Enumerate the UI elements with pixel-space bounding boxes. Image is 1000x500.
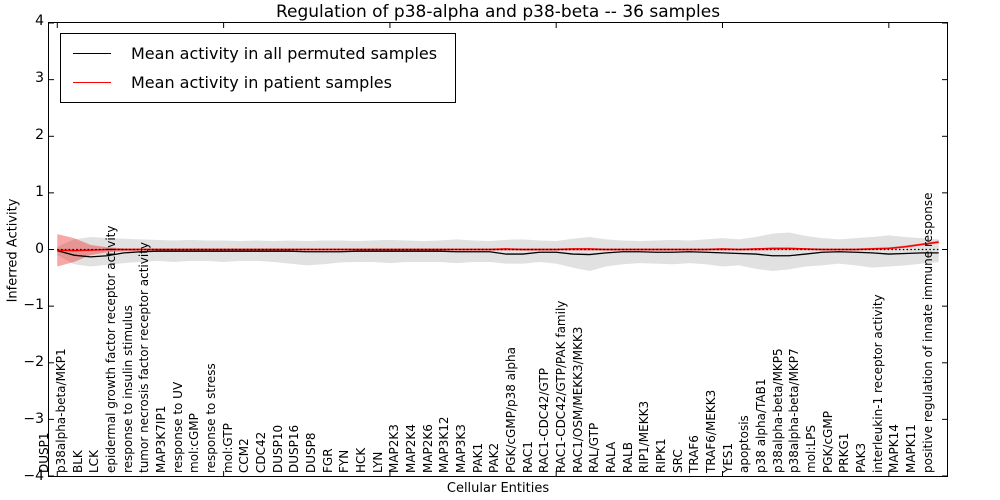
x-tick-label: tumor necrosis factor receptor activity xyxy=(137,242,152,473)
y-tick-label: −3 xyxy=(23,411,44,428)
x-tick-label: PAK3 xyxy=(854,442,868,473)
x-axis-label: Cellular Entities xyxy=(446,481,550,496)
x-tick-label: p38alpha-beta/MKP7 xyxy=(787,348,802,473)
x-tick-label: DUSP8 xyxy=(304,432,318,473)
x-tick-label: YES1 xyxy=(720,442,735,473)
legend-label-permuted: Mean activity in all permuted samples xyxy=(131,44,438,63)
x-tick-label: RAC1-CDC42/GTP xyxy=(537,368,552,473)
x-tick-label: RAC1/OSM/MEKK3/MKK3 xyxy=(570,326,585,473)
legend-item-patient: Mean activity in patient samples xyxy=(73,68,437,97)
y-tick-label: 0 xyxy=(35,240,44,257)
x-tick-label: FYN xyxy=(337,449,352,473)
y-tick-label: 3 xyxy=(35,69,44,86)
x-tick-label: response to stress xyxy=(204,363,218,473)
permuted-mean-line xyxy=(57,249,939,258)
legend: Mean activity in all permuted samples Me… xyxy=(60,33,457,103)
x-tick-label: MAP3K12 xyxy=(437,416,452,473)
x-tick-label: CDC42 xyxy=(254,431,268,473)
x-tick-label: MAP3K3 xyxy=(454,424,468,473)
y-tick-label: −2 xyxy=(23,354,44,371)
x-tick-label: p38 alpha/TAB1 xyxy=(754,378,768,473)
x-tick-label: p38alpha-beta/MKP5 xyxy=(770,348,785,473)
x-tick-label: RAL/GTP xyxy=(587,422,602,473)
chart-title: Regulation of p38-alpha and p38-beta -- … xyxy=(275,2,721,22)
x-tick-label: HCK xyxy=(354,447,368,473)
y-tick-label: −4 xyxy=(23,468,44,484)
x-tick-label: CCM2 xyxy=(237,438,252,473)
patient-range-band xyxy=(57,234,939,267)
x-tick-label: RAC1 xyxy=(520,441,535,473)
x-tick-label: PAK2 xyxy=(487,442,502,473)
x-tick-label: mol:cGMP xyxy=(187,413,202,473)
legend-item-permuted: Mean activity in all permuted samples xyxy=(73,39,437,68)
y-tick-label: 1 xyxy=(35,183,44,200)
x-tick-label: PGK/cGMP/p38 alpha xyxy=(504,347,518,473)
x-tick-label: epidermal growth factor receptor activit… xyxy=(104,225,118,473)
x-tick-label: RALA xyxy=(604,441,618,473)
x-tick-label: p38alpha-beta/MKP1 xyxy=(54,348,68,473)
x-tick-label: TRAF6 xyxy=(687,435,702,473)
x-tick-label: RIPK1 xyxy=(654,438,668,473)
x-tick-label: DUSP16 xyxy=(287,424,302,473)
x-tick-label: PGK/cGMP xyxy=(820,411,835,473)
plot-canvas xyxy=(49,23,947,476)
x-tick-label: LYN xyxy=(370,451,385,473)
x-tick-label: MAP2K6 xyxy=(420,424,435,473)
x-tick-label: RAC1-CDC42/GTP/PAK family xyxy=(554,300,568,473)
x-tick-label: DUSP10 xyxy=(270,424,285,473)
x-tick-label: response to UV xyxy=(170,381,185,473)
x-tick-label: MAP2K4 xyxy=(404,424,418,473)
x-tick-label: response to insulin stimulus xyxy=(120,305,135,473)
x-tick-label: MAPK14 xyxy=(887,424,902,473)
x-tick-label: DUSP1 xyxy=(37,432,52,473)
x-tick-label: BLK xyxy=(70,450,85,473)
x-tick-label: mol:LPS xyxy=(804,425,818,473)
y-tick-label: 4 xyxy=(35,13,44,29)
x-tick-label: interleukin-1 receptor activity xyxy=(870,294,885,473)
y-tick-label: 2 xyxy=(35,126,44,143)
black-line-sample-icon xyxy=(73,53,111,54)
x-tick-label: PAK1 xyxy=(470,442,485,473)
permuted-range-band xyxy=(57,232,939,272)
x-tick-label: RALB xyxy=(620,442,635,473)
x-tick-label: LCK xyxy=(87,450,102,473)
x-tick-label: MAPK11 xyxy=(904,424,918,473)
x-tick-label: mol:GTP xyxy=(220,423,235,473)
x-tick-label: FGR xyxy=(320,448,335,473)
legend-label-patient: Mean activity in patient samples xyxy=(131,73,392,92)
red-line-sample-icon xyxy=(73,82,111,83)
x-tick-label: positive regulation of innate immune res… xyxy=(920,192,935,473)
x-tick-label: MAP2K3 xyxy=(387,424,402,473)
y-tick-label: −1 xyxy=(23,297,44,314)
x-tick-label: TRAF6/MEKK3 xyxy=(704,389,718,473)
x-tick-label: apoptosis xyxy=(737,415,752,473)
x-tick-label: MAP3K7IP1 xyxy=(154,405,168,473)
x-tick-label: RIP1/MEKK3 xyxy=(637,400,652,473)
x-tick-label: PRKG1 xyxy=(837,432,852,473)
x-tick-label: SRC xyxy=(670,449,685,473)
